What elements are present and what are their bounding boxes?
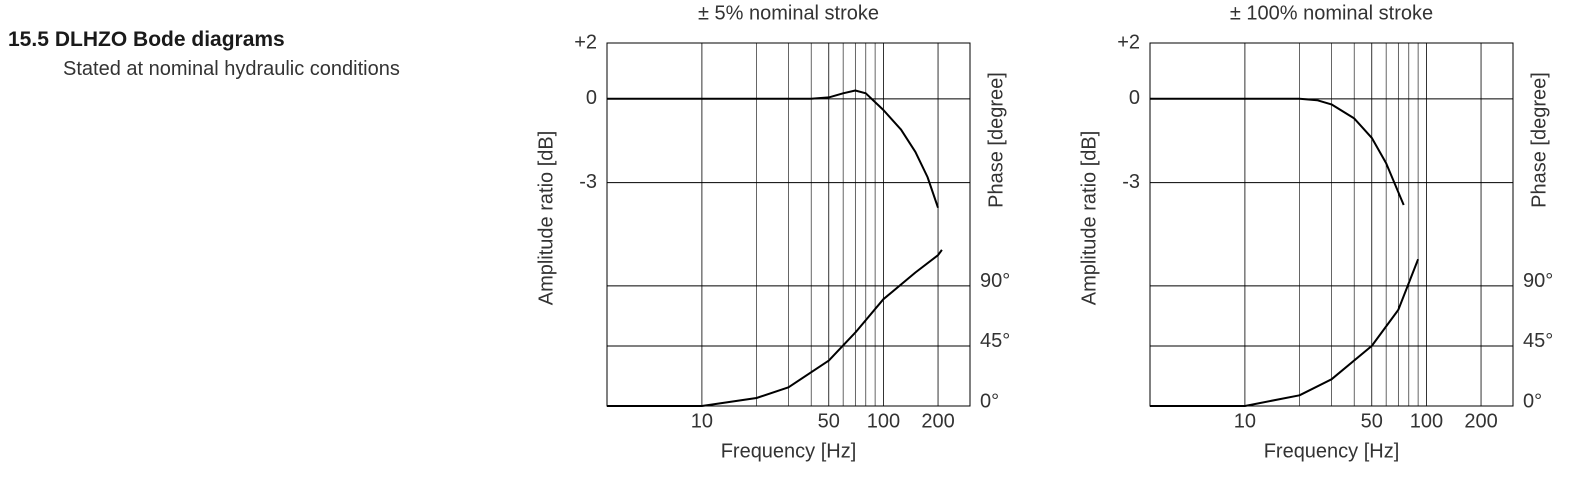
section-number: 15.5 — [8, 28, 49, 51]
x-axis-label: Frequency [Hz] — [721, 440, 857, 462]
x-tick-label: 50 — [818, 410, 840, 432]
section-title: DLHZO Bode diagrams — [54, 28, 285, 51]
x-tick-label: 100 — [867, 410, 900, 432]
x-tick-label: 200 — [921, 410, 954, 432]
y2-tick-label: 45° — [1523, 330, 1553, 352]
x-tick-label: 10 — [691, 410, 713, 432]
x-tick-label: 10 — [1234, 410, 1256, 432]
y-tick-label: -3 — [1122, 171, 1140, 193]
y2-tick-label: 90° — [980, 270, 1010, 292]
y-tick-label: 0 — [586, 87, 597, 109]
chart-title: ± 5% nominal stroke — [698, 2, 879, 24]
curve — [1150, 97, 1405, 206]
x-tick-label: 50 — [1361, 410, 1383, 432]
section-heading: 15.5 DLHZO Bode diagrams — [8, 28, 291, 52]
y2-axis-label: Phase [degree] — [985, 72, 1007, 208]
y-axis-label: Amplitude ratio [dB] — [535, 131, 557, 306]
chart-title: ± 100% nominal stroke — [1230, 2, 1433, 24]
curve — [607, 89, 939, 209]
curve — [1150, 258, 1420, 407]
y-tick-label: +2 — [1117, 31, 1140, 53]
y2-tick-label: 45° — [980, 330, 1010, 352]
section-subtitle: Stated at nominal hydraulic conditions — [63, 58, 400, 80]
y2-tick-label: 0° — [980, 390, 999, 412]
y2-tick-label: 90° — [1523, 270, 1553, 292]
y-tick-label: 0 — [1129, 87, 1140, 109]
x-tick-label: 100 — [1410, 410, 1443, 432]
x-tick-label: 200 — [1464, 410, 1497, 432]
y-tick-label: +2 — [574, 31, 597, 53]
y2-axis-label: Phase [degree] — [1528, 72, 1550, 208]
y-axis-label: Amplitude ratio [dB] — [1078, 131, 1100, 306]
y2-tick-label: 0° — [1523, 390, 1542, 412]
curve — [607, 249, 943, 407]
x-axis-label: Frequency [Hz] — [1264, 440, 1400, 462]
y-tick-label: -3 — [579, 171, 597, 193]
